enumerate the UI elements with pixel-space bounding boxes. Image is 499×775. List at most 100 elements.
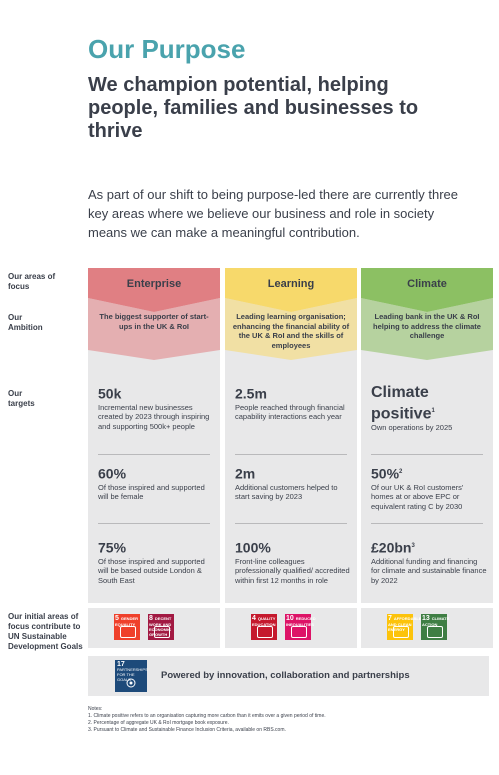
sdg-7-badge: 7 AFFORDABLE AND CLEAN ENERGY <box>387 614 421 640</box>
target-value: 2.5m <box>235 384 351 403</box>
sdg-goal-icon <box>291 626 307 638</box>
notes: Notes: 1. Climate positive refers to an … <box>88 706 326 734</box>
footnote-marker: 3 <box>411 543 415 549</box>
column-climate: Climate Leading bank in the UK & RoI help… <box>361 268 493 603</box>
sdg-number: 4 <box>252 615 256 622</box>
footnote-marker: 2 <box>399 469 403 475</box>
note-2: 2. Percentage of aggregate UK & RoI mort… <box>88 720 229 726</box>
target-2: 60% Of those inspired and supported will … <box>98 464 214 502</box>
target-value-text: £20bn <box>371 539 412 556</box>
target-value-text: 50k <box>98 385 122 402</box>
column-title: Enterprise <box>126 278 182 290</box>
target-3: 100% Front-line colleagues professionally… <box>235 538 351 585</box>
column-enterprise: Enterprise The biggest supporter of start… <box>88 268 220 603</box>
target-value: Climate positive1 <box>371 384 487 423</box>
divider <box>235 523 347 524</box>
divider <box>371 523 483 524</box>
target-value-text: 75% <box>98 539 127 556</box>
ambition-text: Leading learning organisation; enhancing… <box>232 312 350 350</box>
target-description: Front-line colleagues professionally qua… <box>235 556 350 585</box>
sdg-number: 5 <box>115 615 119 622</box>
partnership-flower-icon <box>126 678 136 688</box>
header-arrow-shape <box>225 268 357 360</box>
sdg-label: REDUCED INEQUALITIES <box>286 616 316 627</box>
notes-heading: Notes: <box>88 706 103 712</box>
divider <box>98 523 210 524</box>
sdg-17-label: PARTNERSHIPS FOR THE GOALS <box>117 667 148 682</box>
partnership-bar: 17 PARTNERSHIPS FOR THE GOALS Powered by… <box>88 656 489 696</box>
sdg-row: 7 AFFORDABLE AND CLEAN ENERGY 13 CLIMATE AC… <box>361 608 493 648</box>
row-label-targets: Our targets <box>8 389 35 408</box>
target-description: Additional customers helped to start sav… <box>235 482 338 502</box>
target-value: £20bn3 <box>371 538 487 557</box>
note-1: 1. Climate positive refers to an organis… <box>88 713 326 719</box>
sdg-row: 5 GENDER EQUALITY 8 DECENT WORK AND ECONOMI… <box>88 608 220 648</box>
sdg-goal-icon <box>257 626 273 638</box>
divider <box>98 454 210 455</box>
sdg-10-badge: 10 REDUCED INEQUALITIES <box>285 614 316 640</box>
sdg-13-badge: 13 CLIMATE ACTION <box>421 614 450 640</box>
target-value-text: 60% <box>98 465 127 482</box>
target-3: £20bn3 Additional funding and financing f… <box>371 538 487 585</box>
target-1: 50k Incremental new businesses created by… <box>98 384 214 431</box>
partnership-text: Powered by innovation, collaboration and… <box>161 670 410 681</box>
row-label-ambition: Our Ambition <box>8 313 43 332</box>
target-description: Of our UK & RoI customers' homes at or a… <box>371 482 464 511</box>
column-title: Climate <box>407 278 447 290</box>
target-value-text: Climate positive <box>371 384 432 423</box>
target-2: 50%2 Of our UK & RoI customers' homes at … <box>371 464 487 511</box>
target-value: 60% <box>98 464 214 483</box>
target-value-text: 2.5m <box>235 385 267 402</box>
column-header: Learning <box>225 268 357 360</box>
target-value-text: 2m <box>235 465 256 482</box>
sdg-row: 4 QUALITY EDUCATION 10 REDUCED INEQUALITIES <box>225 608 357 648</box>
target-value-text: 100% <box>235 539 271 556</box>
sdg-8-badge: 8 DECENT WORK AND ECONOMIC GROWTH <box>148 614 174 640</box>
sdg-17-number: 17 <box>117 661 125 668</box>
sdg-goal-icon <box>120 626 136 638</box>
target-value: 50k <box>98 384 214 403</box>
sdg-label: CLIMATE ACTION <box>422 616 450 627</box>
sdg-number: 7 <box>388 615 392 622</box>
row-label-focus: Our areas of focus <box>8 272 56 291</box>
sdg-17-badge: 17 PARTNERSHIPS FOR THE GOALS <box>115 660 148 692</box>
column-header: Enterprise <box>88 268 220 360</box>
target-value: 75% <box>98 538 214 557</box>
column-learning: Learning Leading learning organisation; e… <box>225 268 357 603</box>
sdg-goal-icon <box>393 626 409 638</box>
sdg-number: 10 <box>286 615 294 622</box>
target-description: Incremental new businesses created by 20… <box>98 402 210 431</box>
target-description: Own operations by 2025 <box>371 423 453 433</box>
target-value-text: 50% <box>371 465 400 482</box>
target-1: Climate positive1 Own operations by 2025 <box>371 384 487 433</box>
sdg-label: DECENT WORK AND ECONOMIC GROWTH <box>149 616 172 637</box>
target-description: Of those inspired and supported will be … <box>98 482 205 502</box>
column-header: Climate <box>361 268 493 360</box>
page-title: Our Purpose <box>88 34 246 64</box>
target-3: 75% Of those inspired and supported will … <box>98 538 214 585</box>
target-description: People reached through financial capabil… <box>235 402 345 422</box>
intro-paragraph: As part of our shift to being purpose-le… <box>88 187 458 240</box>
header-arrow-shape <box>88 268 220 360</box>
target-description: Additional funding and financing for cli… <box>371 556 487 585</box>
ambition-text: The biggest supporter of start-ups in th… <box>99 312 209 331</box>
page-subtitle: We champion potential, helping people, f… <box>88 74 419 142</box>
target-value: 2m <box>235 464 351 483</box>
target-description: Of those inspired and supported will be … <box>98 556 205 585</box>
sdg-goal-icon <box>154 626 170 638</box>
target-value: 100% <box>235 538 351 557</box>
target-1: 2.5m People reached through financial cap… <box>235 384 351 422</box>
header-arrow-shape <box>361 268 493 360</box>
target-2: 2m Additional customers helped to start s… <box>235 464 351 502</box>
row-label-sdg: Our initial areas of focus contribute to… <box>8 612 83 651</box>
sdg-label: QUALITY EDUCATION <box>252 616 276 627</box>
footnote-marker: 1 <box>431 408 435 414</box>
divider <box>235 454 347 455</box>
sdg-4-badge: 4 QUALITY EDUCATION <box>251 614 277 640</box>
sdg-goal-icon <box>427 626 443 638</box>
note-3: 3. Pursuant to Climate and Sustainable F… <box>88 727 286 733</box>
sdg-label: AFFORDABLE AND CLEAN ENERGY <box>388 616 422 632</box>
column-title: Learning <box>267 278 315 290</box>
sdg-label: GENDER EQUALITY <box>115 616 139 627</box>
ambition-text: Leading bank in the UK & RoI helping to … <box>373 312 481 340</box>
